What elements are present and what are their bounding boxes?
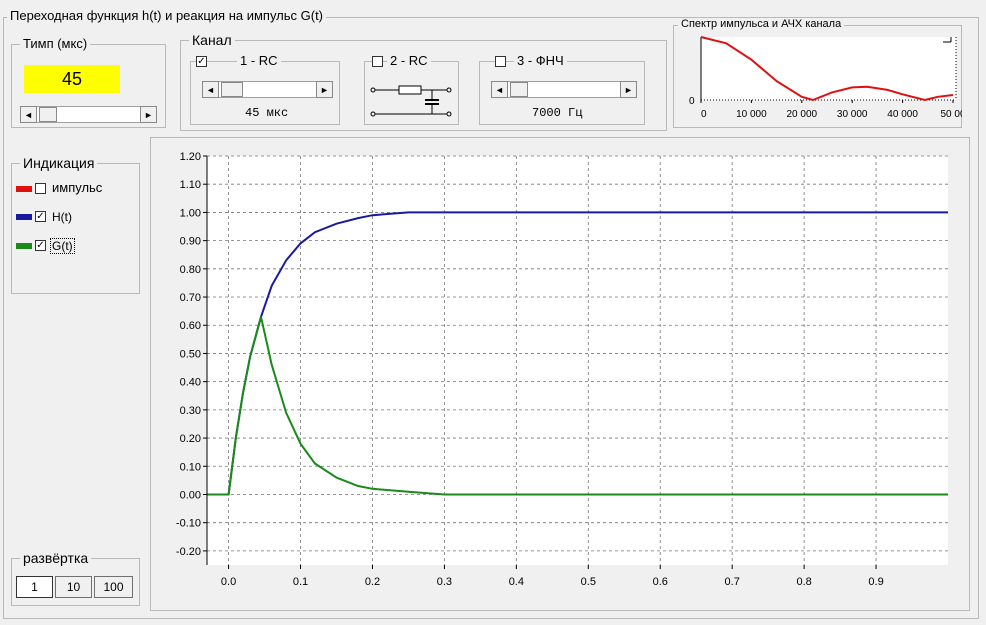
y-tick-label: 1.00	[180, 207, 201, 219]
channel-label: Канал	[189, 32, 235, 48]
y-tick-label: 0.60	[180, 320, 201, 332]
g-checkbox[interactable]: ✓	[35, 240, 46, 251]
spectrum-x-tick-label: 50 00	[940, 109, 962, 120]
y-tick-label: 0.70	[180, 292, 201, 304]
y-tick-label: 0.00	[180, 489, 201, 501]
rc1-checkbox[interactable]: ✓	[196, 56, 207, 67]
y-tick-label: -0.20	[176, 546, 201, 558]
y-tick-label: 1.20	[180, 151, 201, 163]
scroll-right-icon[interactable]: ►	[620, 81, 637, 98]
x-tick-label: 0.1	[293, 576, 308, 588]
h-legend-swatch	[16, 214, 32, 220]
sweep-buttons: 1 10 100	[16, 576, 133, 598]
g-label: G(t)	[50, 238, 75, 254]
y-tick-label: -0.10	[176, 518, 201, 530]
impulse-legend-swatch	[16, 186, 32, 192]
scroll-right-icon[interactable]: ►	[316, 81, 333, 98]
x-tick-label: 0.7	[725, 576, 740, 588]
indication-group: Индикация импульс ✓ H(t) ✓ G(t)	[11, 155, 140, 294]
channel-lpf-group: 3 - ФНЧ ◄ ► 7000 Гц	[479, 53, 645, 125]
spectrum-x-tick-label: 0	[701, 109, 707, 120]
y-tick-label: 0.20	[180, 433, 201, 445]
timp-slider-thumb[interactable]	[39, 107, 57, 122]
spectrum-line	[700, 36, 954, 102]
g-legend-swatch	[16, 243, 32, 249]
series-line-gt	[207, 316, 948, 496]
x-tick-label: 0.5	[581, 576, 596, 588]
plot-area	[207, 156, 948, 565]
impulse-checkbox[interactable]	[35, 183, 46, 194]
channel-rc1-group: ✓ 1 - RC ◄ ► 45 мкс	[190, 53, 340, 125]
scroll-left-icon[interactable]: ◄	[491, 81, 508, 98]
sweep-button-1[interactable]: 1	[16, 576, 53, 598]
y-tick-label: 1.10	[180, 179, 201, 191]
lpf-value: 7000 Гц	[532, 106, 583, 120]
rc-circuit-diagram	[370, 85, 452, 117]
sweep-label: развёртка	[20, 550, 92, 566]
timp-value: 45	[61, 68, 83, 89]
rc1-value: 45 мкс	[245, 106, 289, 120]
x-tick-label: 0.4	[509, 576, 524, 588]
h-checkbox[interactable]: ✓	[35, 211, 46, 222]
scroll-left-icon[interactable]: ◄	[20, 106, 37, 123]
spectrum-x-tick-label: 10 000	[736, 109, 767, 120]
scroll-left-icon[interactable]: ◄	[202, 81, 219, 98]
y-tick-label: 0.90	[180, 236, 201, 248]
x-tick-label: 0.2	[365, 576, 380, 588]
y-tick-label: 0.30	[180, 405, 201, 417]
lpf-slider[interactable]: ◄ ►	[491, 81, 637, 98]
sweep-button-100[interactable]: 100	[94, 576, 133, 598]
scroll-right-icon[interactable]: ►	[140, 106, 157, 123]
main-group-title: Переходная функция h(t) и реакция на имп…	[7, 8, 327, 23]
y-tick-label: 0.50	[180, 348, 201, 360]
channel-group: Канал ✓ 1 - RC ◄ ► 45 мкс 2 - RC	[180, 32, 667, 131]
rc1-slider-thumb[interactable]	[221, 82, 243, 97]
x-tick-label: 0.0	[221, 576, 236, 588]
lpf-checkbox[interactable]	[495, 56, 506, 67]
sweep-group: развёртка 1 10 100	[11, 550, 140, 606]
timp-group: Тимп (мкс) 45 ◄ ►	[11, 36, 166, 128]
spectrum-chart: 0 0 10 000 20 000 30 000 40 000 50 00	[689, 36, 962, 120]
main-group: Переходная функция h(t) и реакция на имп…	[3, 8, 979, 619]
x-tick-label: 0.9	[868, 576, 883, 588]
timp-label: Тимп (мкс)	[20, 36, 91, 51]
channel-rc2-group: 2 - RC	[364, 53, 459, 125]
sweep-button-10[interactable]: 10	[55, 576, 92, 598]
y-tick-label: 0.40	[180, 377, 201, 389]
rc1-label: 1 - RC	[237, 53, 281, 68]
timp-value-display: 45	[24, 65, 120, 93]
timp-slider[interactable]: ◄ ►	[20, 106, 157, 123]
h-label: H(t)	[52, 210, 72, 224]
spectrum-x-tick-label: 30 000	[837, 109, 868, 120]
x-tick-label: 0.6	[653, 576, 668, 588]
indication-label: Индикация	[20, 155, 98, 171]
spectrum-x-tick-label: 20 000	[787, 109, 818, 120]
x-tick-label: 0.3	[437, 576, 452, 588]
lpf-label: 3 - ФНЧ	[514, 53, 567, 68]
impulse-label: импульс	[52, 180, 103, 195]
rc1-slider[interactable]: ◄ ►	[202, 81, 333, 98]
spectrum-y-tick: 0	[689, 96, 695, 107]
rc2-checkbox[interactable]	[372, 56, 383, 67]
lpf-slider-thumb[interactable]	[510, 82, 528, 97]
x-tick-label: 0.8	[796, 576, 811, 588]
y-tick-label: 0.10	[180, 461, 201, 473]
spectrum-x-tick-label: 40 000	[887, 109, 918, 120]
spectrum-title: Спектр импульса и АЧХ канала	[678, 18, 845, 30]
spectrum-group: Спектр импульса и АЧХ канала 0 0 10 000 20…	[673, 18, 962, 128]
rc2-label: 2 - RC	[387, 53, 431, 68]
chart-panel	[150, 137, 970, 611]
y-tick-label: 0.80	[180, 264, 201, 276]
